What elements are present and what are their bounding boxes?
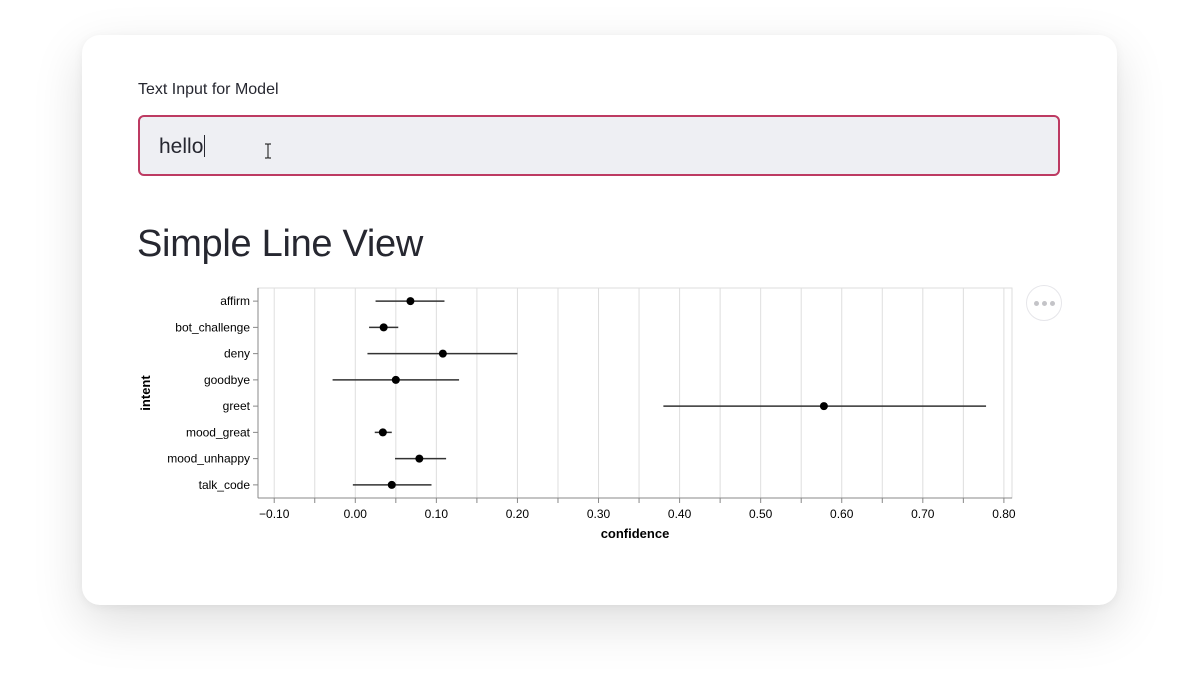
data-point — [438, 349, 447, 358]
more-horizontal-icon-dot — [1041, 300, 1047, 306]
ibeam-cursor-icon — [265, 143, 271, 159]
x-tick-label: 0.50 — [749, 507, 773, 521]
app-card: Text Input for Model hello Simple Line V… — [82, 35, 1117, 605]
y-tick-label: mood_unhappy — [167, 452, 250, 466]
more-horizontal-icon-dot — [1049, 300, 1055, 306]
y-axis-title: intent — [138, 375, 153, 411]
text-caret — [204, 135, 206, 157]
x-tick-label: 0.20 — [506, 507, 530, 521]
data-point — [387, 480, 396, 489]
input-text: hello — [159, 135, 204, 158]
plot-frame — [257, 287, 1013, 499]
more-horizontal-icon-dot — [1033, 300, 1039, 306]
y-tick-label: goodbye — [204, 373, 250, 387]
text-input-field[interactable]: hello — [138, 115, 1060, 176]
y-tick-label: deny — [224, 347, 250, 361]
x-tick-label: 0.40 — [668, 507, 692, 521]
data-point — [378, 428, 387, 437]
x-tick-label: 0.70 — [911, 507, 935, 521]
y-tick-label: affirm — [220, 294, 250, 308]
x-tick-label: 0.80 — [992, 507, 1016, 521]
x-tick-label: −0.10 — [259, 507, 290, 521]
data-point — [379, 323, 388, 332]
x-tick-label: 0.10 — [425, 507, 449, 521]
chart-title: Simple Line View — [137, 223, 423, 265]
y-tick-label: bot_challenge — [175, 320, 250, 334]
y-tick-label: mood_great — [186, 425, 251, 439]
intent-confidence-chart: −0.10 0.00 0.10 0.20 0.30 0.40 0.50 0.60 0.70 0.8… — [138, 287, 1016, 541]
y-tick-label: greet — [223, 399, 251, 413]
data-point — [415, 454, 424, 463]
x-tick-label: 0.00 — [344, 507, 368, 521]
y-tick-label: talk_code — [199, 478, 251, 492]
text-input-label: Text Input for Model — [138, 81, 279, 98]
x-axis-title: confidence — [601, 526, 670, 541]
data-point — [391, 375, 400, 384]
chart-actions-button[interactable] — [1026, 285, 1062, 321]
text-input-value[interactable]: hello — [159, 135, 206, 159]
data-point — [819, 402, 828, 411]
x-tick-label: 0.60 — [830, 507, 854, 521]
x-tick-label: 0.30 — [587, 507, 611, 521]
data-point — [406, 297, 415, 306]
